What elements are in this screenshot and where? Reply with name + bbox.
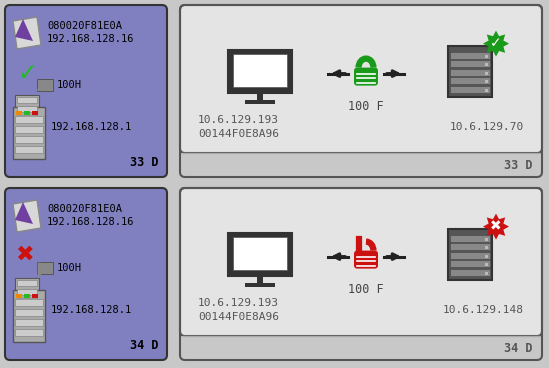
Bar	[448, 229, 492, 280]
Text: 192.168.128.1: 192.168.128.1	[51, 305, 132, 315]
Bar	[182, 153, 540, 176]
Bar	[16, 111, 22, 115]
Bar	[18, 117, 22, 120]
Bar	[24, 111, 30, 115]
Text: 10.6.129.70: 10.6.129.70	[450, 122, 524, 132]
Text: 100H: 100H	[57, 263, 82, 273]
Bar	[17, 115, 37, 121]
Bar	[15, 95, 39, 123]
Bar	[485, 63, 488, 66]
Bar	[13, 107, 45, 159]
Text: 080020F81E0A: 080020F81E0A	[47, 21, 122, 31]
Bar	[15, 126, 43, 133]
Bar	[450, 235, 490, 242]
Text: 192.168.128.16: 192.168.128.16	[47, 217, 135, 227]
Bar	[485, 255, 488, 258]
Polygon shape	[15, 202, 33, 224]
Text: 100H: 100H	[57, 80, 82, 90]
Bar	[485, 80, 488, 84]
Text: 192.168.128.16: 192.168.128.16	[47, 34, 135, 44]
Bar	[17, 106, 37, 112]
Bar	[17, 280, 37, 286]
Polygon shape	[13, 17, 41, 49]
Bar	[233, 54, 287, 87]
Bar	[257, 276, 263, 285]
FancyBboxPatch shape	[180, 5, 542, 153]
Bar	[228, 233, 292, 276]
Bar	[15, 319, 43, 326]
Bar	[245, 100, 274, 103]
Bar	[15, 136, 43, 143]
Bar	[485, 89, 488, 92]
Text: 100 F: 100 F	[348, 283, 384, 296]
Text: ✖: ✖	[15, 245, 33, 265]
Polygon shape	[483, 31, 509, 57]
Bar	[450, 77, 490, 84]
Text: 00144F0E8A96: 00144F0E8A96	[198, 312, 279, 322]
Bar	[485, 272, 488, 275]
Bar	[13, 290, 45, 342]
Bar	[450, 52, 490, 59]
Bar	[15, 299, 43, 306]
Bar	[245, 283, 274, 287]
Bar	[17, 97, 37, 103]
Bar	[32, 294, 38, 298]
Bar	[15, 146, 43, 153]
Bar	[450, 60, 490, 67]
Text: 100 F: 100 F	[348, 100, 384, 113]
Bar	[37, 262, 53, 274]
Bar	[15, 309, 43, 316]
Bar	[37, 79, 53, 91]
Bar	[15, 329, 43, 336]
FancyBboxPatch shape	[5, 5, 167, 177]
Bar	[450, 69, 490, 76]
Text: 10.6.129.193: 10.6.129.193	[198, 115, 279, 125]
Text: 10.6.129.193: 10.6.129.193	[198, 298, 279, 308]
Bar	[15, 116, 43, 123]
FancyBboxPatch shape	[180, 188, 542, 336]
Bar	[17, 289, 37, 295]
Bar	[485, 246, 488, 250]
Text: 10.6.129.148: 10.6.129.148	[443, 305, 524, 315]
Text: ✓: ✓	[17, 61, 37, 85]
Text: 192.168.128.1: 192.168.128.1	[51, 122, 132, 132]
Bar	[32, 111, 38, 115]
Polygon shape	[15, 19, 33, 41]
Bar	[182, 336, 540, 359]
Bar	[16, 294, 22, 298]
Text: 33 D: 33 D	[503, 159, 532, 172]
Polygon shape	[483, 213, 509, 240]
Text: ✓: ✓	[490, 36, 502, 51]
Polygon shape	[13, 200, 41, 232]
Bar	[450, 86, 490, 93]
Bar	[450, 261, 490, 268]
Bar	[17, 298, 37, 304]
Text: 33 D: 33 D	[131, 156, 159, 169]
FancyBboxPatch shape	[354, 68, 378, 86]
Bar	[233, 237, 287, 270]
Bar	[450, 269, 490, 276]
Bar	[450, 252, 490, 259]
Bar	[15, 278, 39, 306]
Text: 34 D: 34 D	[503, 342, 532, 355]
Bar	[485, 72, 488, 75]
Bar	[450, 243, 490, 250]
Bar	[18, 300, 22, 303]
Bar	[228, 50, 292, 93]
Bar	[24, 294, 30, 298]
Text: 34 D: 34 D	[131, 339, 159, 352]
Bar	[485, 55, 488, 58]
Bar	[485, 238, 488, 241]
Text: 080020F81E0A: 080020F81E0A	[47, 204, 122, 214]
Text: ✖: ✖	[490, 220, 502, 234]
Text: 00144F0E8A96: 00144F0E8A96	[198, 129, 279, 139]
Bar	[257, 93, 263, 102]
FancyBboxPatch shape	[354, 251, 378, 269]
FancyBboxPatch shape	[5, 188, 167, 360]
Bar	[448, 46, 492, 97]
Bar	[485, 263, 488, 266]
